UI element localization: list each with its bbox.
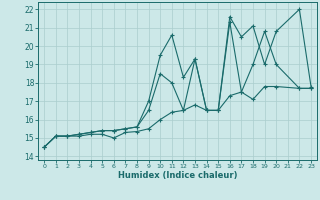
X-axis label: Humidex (Indice chaleur): Humidex (Indice chaleur) <box>118 171 237 180</box>
